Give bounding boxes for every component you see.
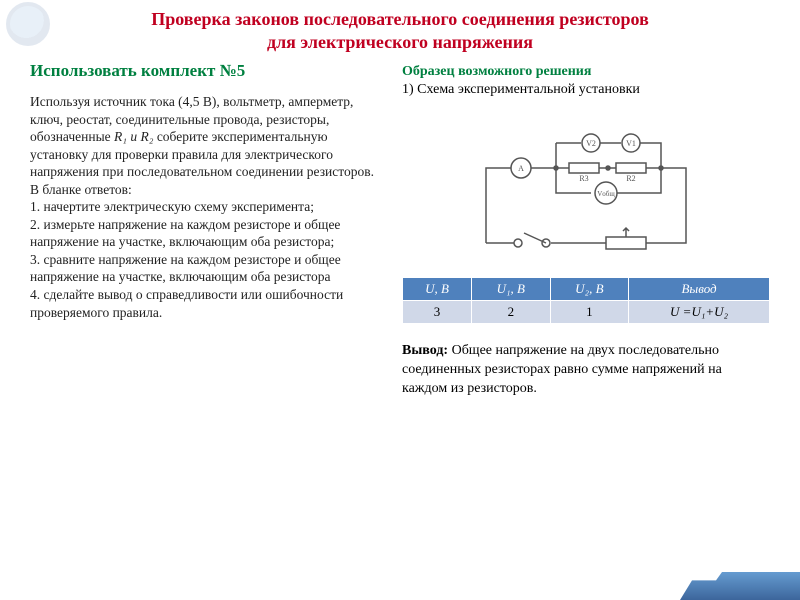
diagram-label-a: A <box>518 164 524 173</box>
diagram-label-vsum: Vобщ <box>597 190 615 198</box>
conclusion-text: Общее напряжение на двух последовательно… <box>402 343 722 396</box>
task-p2: В бланке ответов: <box>30 182 132 197</box>
diagram-label-r2: R2 <box>626 174 635 183</box>
circuit-diagram: A V2 V1 R3 R2 Vобщ <box>456 113 716 263</box>
table-header: U₁, В <box>472 278 551 301</box>
table-header: Вывод <box>629 278 770 301</box>
results-table: U, В U₁, В U₂, В Вывод 3 2 1 U =U₁+U₂ <box>402 277 770 324</box>
table-row: 3 2 1 U =U₁+U₂ <box>403 301 770 324</box>
table-cell: 2 <box>472 301 551 324</box>
corner-logo <box>6 2 50 46</box>
table-cell: 3 <box>403 301 472 324</box>
title-line-2: для электрического напряжения <box>267 32 533 52</box>
task-li4: 4. сделайте вывод о справедливости или о… <box>30 287 343 320</box>
task-li3: 3. сравните напряжение на каждом резисто… <box>30 252 341 285</box>
conclusion-label: Вывод: <box>402 343 448 358</box>
content-columns: Использовать комплект №5 Используя источ… <box>0 57 800 399</box>
corner-decoration <box>680 572 800 600</box>
solution-heading: Образец возможного решения 1) Схема эксп… <box>402 63 770 99</box>
title-line-1: Проверка законов последовательного соеди… <box>151 9 649 29</box>
page-title: Проверка законов последовательного соеди… <box>0 0 800 57</box>
diagram-label-r3: R3 <box>579 174 588 183</box>
solution-head-label: Образец возможного решения <box>402 64 591 79</box>
diagram-label-v2: V2 <box>586 139 596 148</box>
table-header: U, В <box>403 278 472 301</box>
task-p1-italic: R₁ и R₂ <box>114 129 153 144</box>
table-cell: U =U₁+U₂ <box>629 301 770 324</box>
task-li1: 1. начертите электрическую схему экспери… <box>30 199 314 214</box>
left-column: Использовать комплект №5 Используя источ… <box>30 61 378 399</box>
solution-line: 1) Схема экспериментальной установки <box>402 82 640 97</box>
diagram-label-v1: V1 <box>626 139 636 148</box>
conclusion: Вывод: Общее напряжение на двух последов… <box>402 342 770 399</box>
task-li2: 2. измерьте напряжение на каждом резисто… <box>30 217 340 250</box>
table-header-row: U, В U₁, В U₂, В Вывод <box>403 278 770 301</box>
task-text: Используя источник тока (4,5 В), вольтме… <box>30 93 378 321</box>
kit-heading: Использовать комплект №5 <box>30 61 378 81</box>
table-header: U₂, В <box>550 278 629 301</box>
right-column: Образец возможного решения 1) Схема эксп… <box>402 61 770 399</box>
table-cell: 1 <box>550 301 629 324</box>
